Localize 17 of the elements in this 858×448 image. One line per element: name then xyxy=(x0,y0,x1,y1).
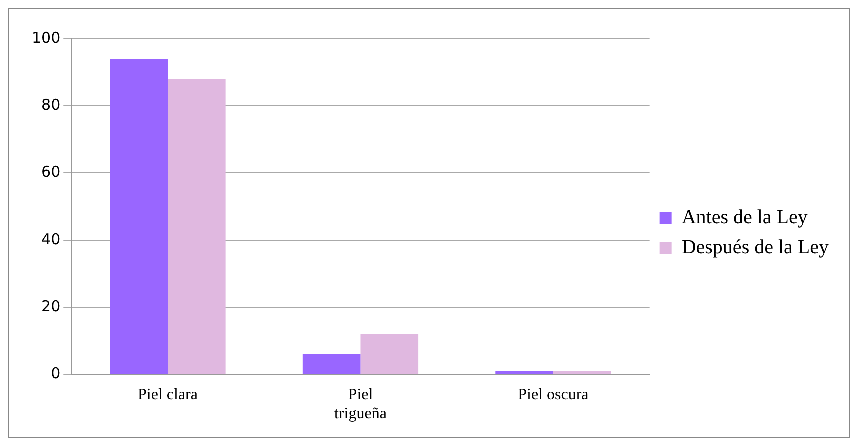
bar xyxy=(110,59,168,374)
y-tick-label: 40 xyxy=(42,230,61,248)
y-tick-label: 20 xyxy=(42,297,61,316)
bar xyxy=(496,371,554,374)
x-tick-label: Piel oscura xyxy=(518,386,589,404)
bar xyxy=(302,354,361,374)
y-tick-label: 80 xyxy=(42,96,61,114)
bar xyxy=(553,371,612,374)
bar xyxy=(168,79,226,374)
x-tick-label: Piel trigueña xyxy=(334,386,387,423)
legend-label: Después de la Ley xyxy=(682,236,830,258)
y-tick-label: 0 xyxy=(51,364,61,382)
x-tick-label: Piel clara xyxy=(138,386,198,404)
legend-label: Antes de la Ley xyxy=(682,206,808,228)
bar xyxy=(360,334,419,374)
y-tick-label: 100 xyxy=(32,28,61,47)
y-tick-label: 60 xyxy=(42,163,61,182)
